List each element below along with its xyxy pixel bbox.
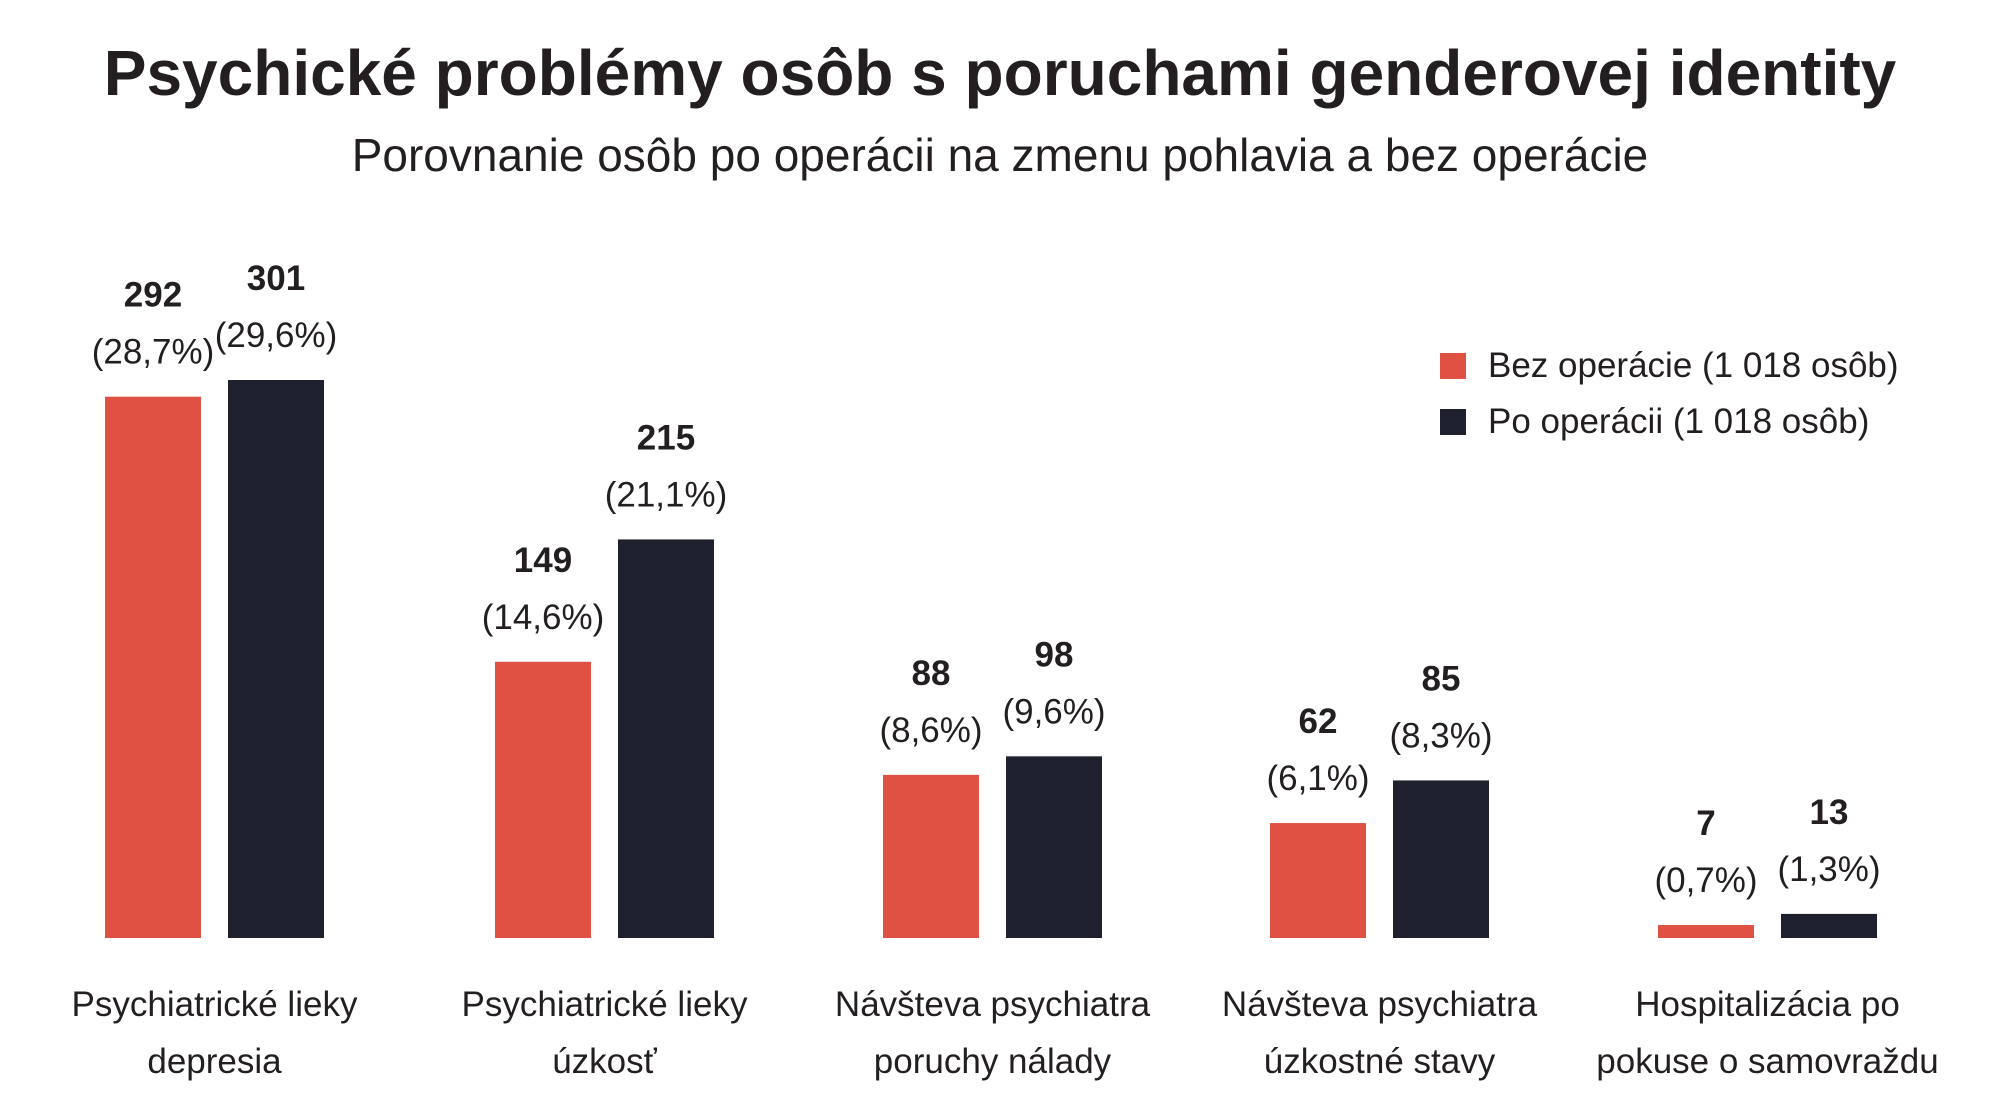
value-label-bez-2: 88 (912, 654, 951, 693)
legend: Bez operácie (1 018 osôb) Po operácii (1… (1440, 338, 1899, 450)
bar-bez-1 (495, 661, 591, 938)
bar-bez-2 (883, 774, 979, 938)
value-label-bez-1: 149 (514, 541, 572, 580)
value-label-bez-3: 62 (1299, 702, 1338, 741)
bar-po-1 (618, 539, 714, 938)
bar-po-4 (1781, 913, 1877, 938)
chart-subtitle: Porovnanie osôb po operácii na zmenu poh… (351, 129, 1649, 181)
value-label-po-4: 13 (1810, 793, 1849, 832)
value-label-po-0: 301 (247, 259, 305, 298)
bar-bez-3 (1270, 823, 1366, 938)
legend-swatch-bez (1440, 353, 1466, 379)
bar-po-3 (1393, 780, 1489, 938)
percent-label-bez-1: (14,6%) (482, 598, 605, 637)
percent-label-po-0: (29,6%) (215, 316, 338, 355)
category-label-2-line-1: poruchy nálady (874, 1042, 1112, 1081)
category-label-3-line-1: úzkostné stavy (1264, 1042, 1496, 1081)
legend-item-po: Po operácii (1 018 osôb) (1440, 394, 1899, 450)
legend-label-bez: Bez operácie (1 018 osôb) (1488, 346, 1899, 385)
value-label-bez-0: 292 (124, 276, 182, 315)
category-label-1-line-1: úzkosť (552, 1042, 657, 1081)
bar-po-0 (228, 380, 324, 938)
legend-swatch-po (1440, 409, 1466, 435)
category-label-0-line-0: Psychiatrické lieky (72, 985, 358, 1024)
legend-item-bez: Bez operácie (1 018 osôb) (1440, 338, 1899, 394)
bar-bez-4 (1658, 925, 1754, 938)
category-label-4-line-0: Hospitalizácia po (1635, 985, 1900, 1024)
percent-label-bez-3: (6,1%) (1266, 759, 1369, 798)
bar-po-2 (1006, 756, 1102, 938)
percent-label-po-4: (1,3%) (1777, 850, 1880, 889)
category-label-1-line-0: Psychiatrické lieky (462, 985, 748, 1024)
value-label-po-1: 215 (637, 418, 695, 457)
percent-label-po-2: (9,6%) (1002, 692, 1105, 731)
percent-label-bez-4: (0,7%) (1654, 861, 1757, 900)
bar-bez-0 (105, 396, 201, 938)
category-label-3-line-0: Návšteva psychiatra (1222, 985, 1538, 1024)
category-label-4-line-1: pokuse o samovraždu (1596, 1042, 1938, 1081)
percent-label-po-1: (21,1%) (605, 475, 728, 514)
value-label-po-2: 98 (1035, 635, 1074, 674)
legend-label-po: Po operácii (1 018 osôb) (1488, 402, 1870, 441)
value-label-bez-4: 7 (1696, 804, 1715, 843)
chart-title: Psychické problémy osôb s poruchami gend… (103, 37, 1897, 109)
value-label-po-3: 85 (1422, 659, 1461, 698)
category-label-2-line-0: Návšteva psychiatra (835, 985, 1151, 1024)
percent-label-bez-2: (8,6%) (879, 711, 982, 750)
percent-label-po-3: (8,3%) (1389, 716, 1492, 755)
percent-label-bez-0: (28,7%) (92, 333, 215, 372)
category-label-0-line-1: depresia (147, 1042, 282, 1081)
